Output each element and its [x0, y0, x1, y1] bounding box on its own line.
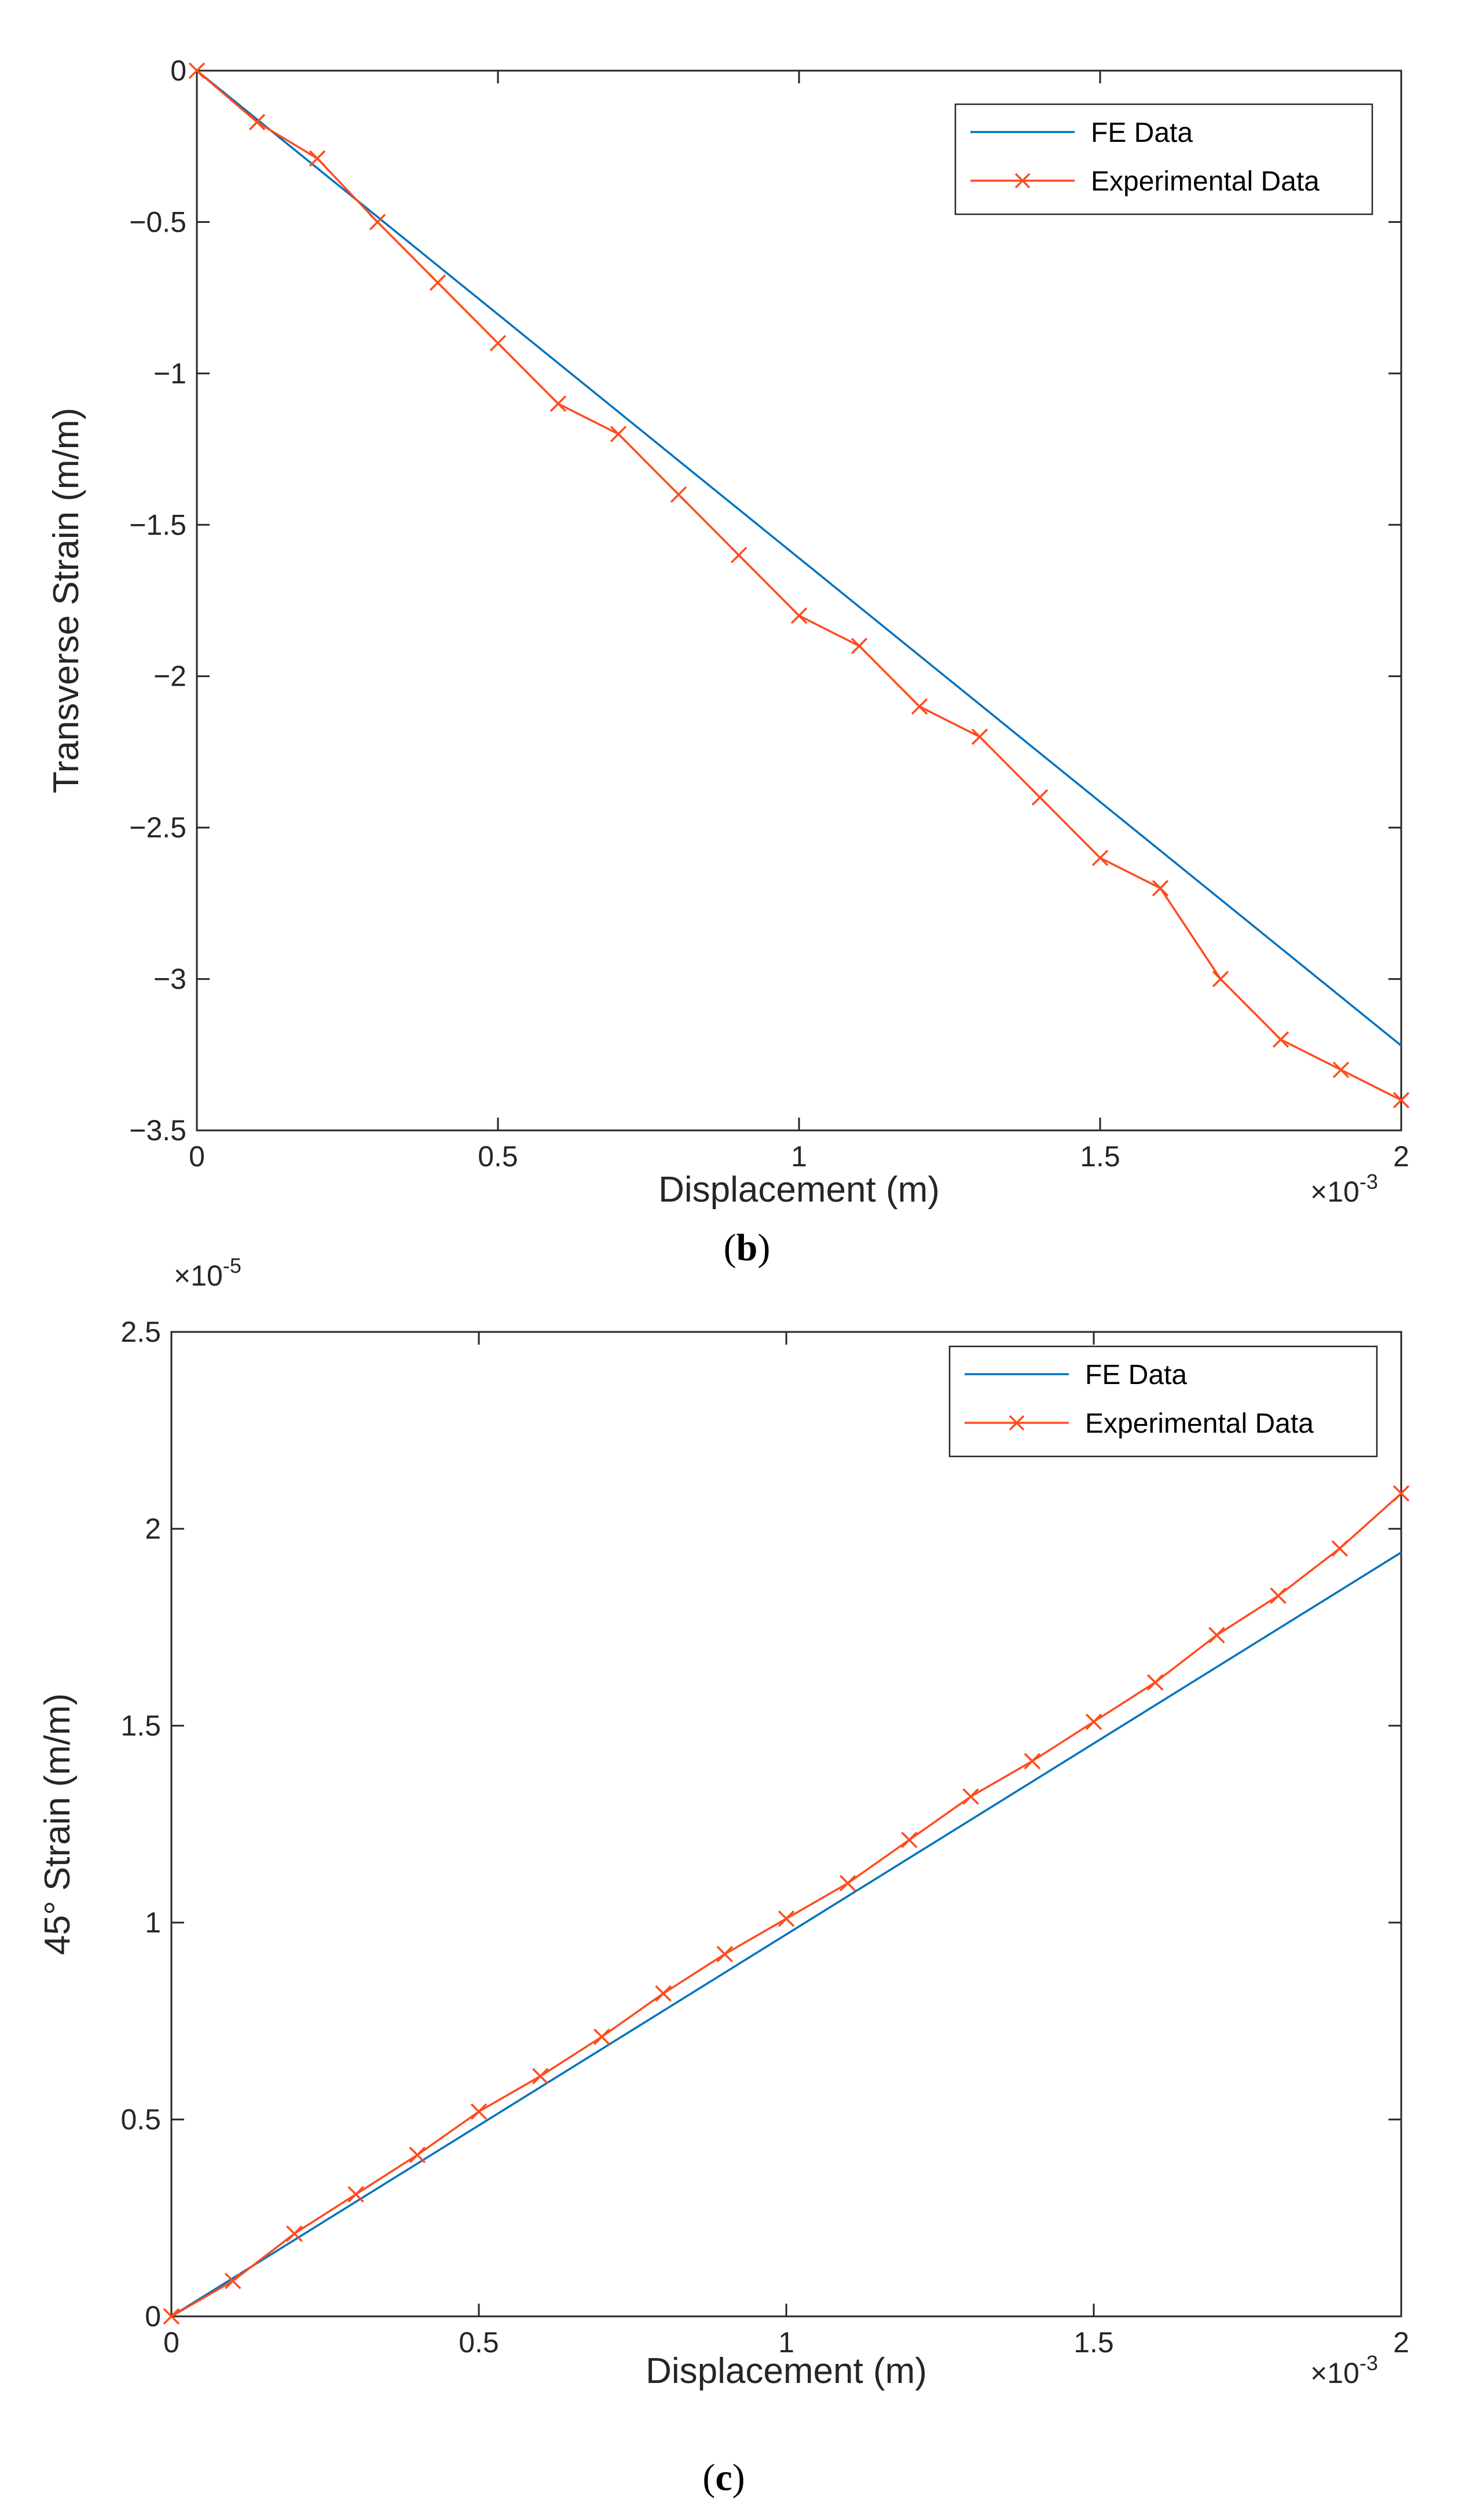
y-tick-label: 2 [145, 1513, 161, 1545]
data-point-marker [309, 150, 326, 167]
data-point-marker [1332, 1061, 1350, 1078]
legend-exp-label: Experimental Data [1091, 166, 1320, 197]
y-tick-label: 1 [145, 1906, 161, 1939]
data-point-marker [1270, 1587, 1287, 1604]
y-tick-label: −1.5 [129, 508, 186, 541]
data-point-marker [790, 607, 808, 624]
data-point-marker [778, 1910, 795, 1927]
x-tick-label: 0 [163, 2326, 179, 2359]
data-point-marker [224, 2272, 241, 2290]
y-tick-label: 0.5 [120, 2103, 161, 2136]
data-point-marker [286, 2225, 303, 2242]
x-exponent: ×10-3 [1310, 1170, 1378, 1208]
data-point-marker [610, 426, 627, 442]
y-tick-label: −0.5 [129, 206, 186, 238]
data-point-marker [409, 2146, 426, 2163]
data-point-marker [1208, 1627, 1225, 1643]
legend-box [948, 1345, 1378, 1458]
y-tick-label: −2 [153, 660, 186, 693]
data-point-marker [549, 395, 567, 412]
data-point-marker [1212, 971, 1229, 987]
x-axis-label: Displacement (m) [658, 1170, 940, 1210]
legend-exp-label: Experimental Data [1085, 1408, 1314, 1439]
legend-exp-marker [1014, 173, 1031, 189]
chart-45-degree-strain: 0 0.5 1 1.5 2 0 0.5 1 1.5 2 2.5 FE Data Experiment… [38, 1254, 1410, 2499]
x-tick-label: 0.5 [459, 2326, 499, 2359]
x-tick-label: 1 [791, 1140, 807, 1173]
y-tick-label: −3 [153, 963, 186, 995]
y-axis-label: Transverse Strain (m/m) [46, 408, 86, 793]
data-point-marker [839, 1875, 856, 1892]
data-point-marker [851, 638, 868, 654]
data-point-marker [532, 2067, 549, 2085]
data-point-marker [901, 1831, 918, 1848]
data-point-marker [670, 486, 687, 503]
x-tick-label: 1.5 [1080, 1140, 1120, 1173]
data-point-marker [163, 2308, 180, 2325]
x-exponent: ×10-3 [1310, 2351, 1378, 2389]
data-point-marker [655, 1985, 672, 2002]
series-line-fe [196, 69, 1402, 1046]
y-tick-label: 0 [145, 2300, 161, 2333]
x-axis-label: Displacement (m) [646, 2351, 927, 2391]
data-point-marker [971, 728, 988, 745]
panel-label: (c) [702, 2457, 745, 2499]
y-tick-label: 2.5 [120, 1316, 161, 1348]
y-axis-label: 45° Strain (m/m) [38, 1693, 78, 1955]
legend-fe-label: FE Data [1085, 1360, 1187, 1390]
data-point-marker [1393, 1092, 1410, 1108]
data-point-marker [911, 698, 928, 715]
data-point-marker [470, 2103, 488, 2120]
data-point-marker [188, 62, 206, 79]
y-tick-label: −3.5 [129, 1114, 186, 1147]
data-point-marker [1331, 1540, 1349, 1557]
data-point-marker [1085, 1713, 1102, 1730]
plot-area [170, 1331, 1402, 2318]
data-point-marker [593, 2028, 610, 2045]
data-point-marker [1024, 1752, 1041, 1770]
plot-area [196, 69, 1402, 1132]
data-point-marker [1091, 850, 1109, 866]
data-point-marker [1272, 1031, 1289, 1048]
data-point-marker [716, 1946, 734, 1963]
panel-label: (b) [724, 1227, 771, 1269]
data-point-marker [1146, 1674, 1164, 1691]
x-tick-label: 0.5 [478, 1140, 518, 1173]
data-point-marker [962, 1788, 979, 1805]
legend: FE Data Experimental Data [948, 1345, 1378, 1458]
legend-exp-marker [1009, 1415, 1025, 1431]
data-point-marker [429, 274, 446, 291]
legend: FE Data Experimental Data [954, 103, 1373, 215]
data-point-marker [489, 335, 507, 352]
data-point-marker [1393, 1485, 1410, 1502]
x-tick-label: 2 [1393, 1140, 1409, 1173]
data-point-marker [369, 214, 386, 230]
y-tick-label: −1 [153, 357, 186, 390]
y-tick-label: 1.5 [120, 1709, 161, 1742]
x-tick-label: 2 [1393, 2326, 1409, 2359]
x-tick-label: 0 [189, 1140, 205, 1173]
x-tick-label: 1.5 [1073, 2326, 1114, 2359]
chart-transverse-strain: 0 0.5 1 1.5 2 0 −0.5 −1 −1.5 −2 −2.5 −3 −3.5 FE Data… [46, 54, 1410, 1269]
y-tick-label: −2.5 [129, 811, 186, 844]
y-exponent: ×10-5 [174, 1254, 241, 1292]
data-point-marker [347, 2185, 364, 2203]
legend-box [954, 103, 1373, 215]
data-point-marker [248, 114, 266, 131]
data-point-marker [730, 547, 748, 563]
y-tick-label: 0 [170, 54, 186, 87]
series-line-fe [171, 1551, 1402, 2318]
data-point-marker [1152, 880, 1169, 896]
legend-fe-label: FE Data [1091, 118, 1193, 148]
x-tick-label: 1 [778, 2326, 794, 2359]
data-point-marker [1031, 789, 1049, 806]
